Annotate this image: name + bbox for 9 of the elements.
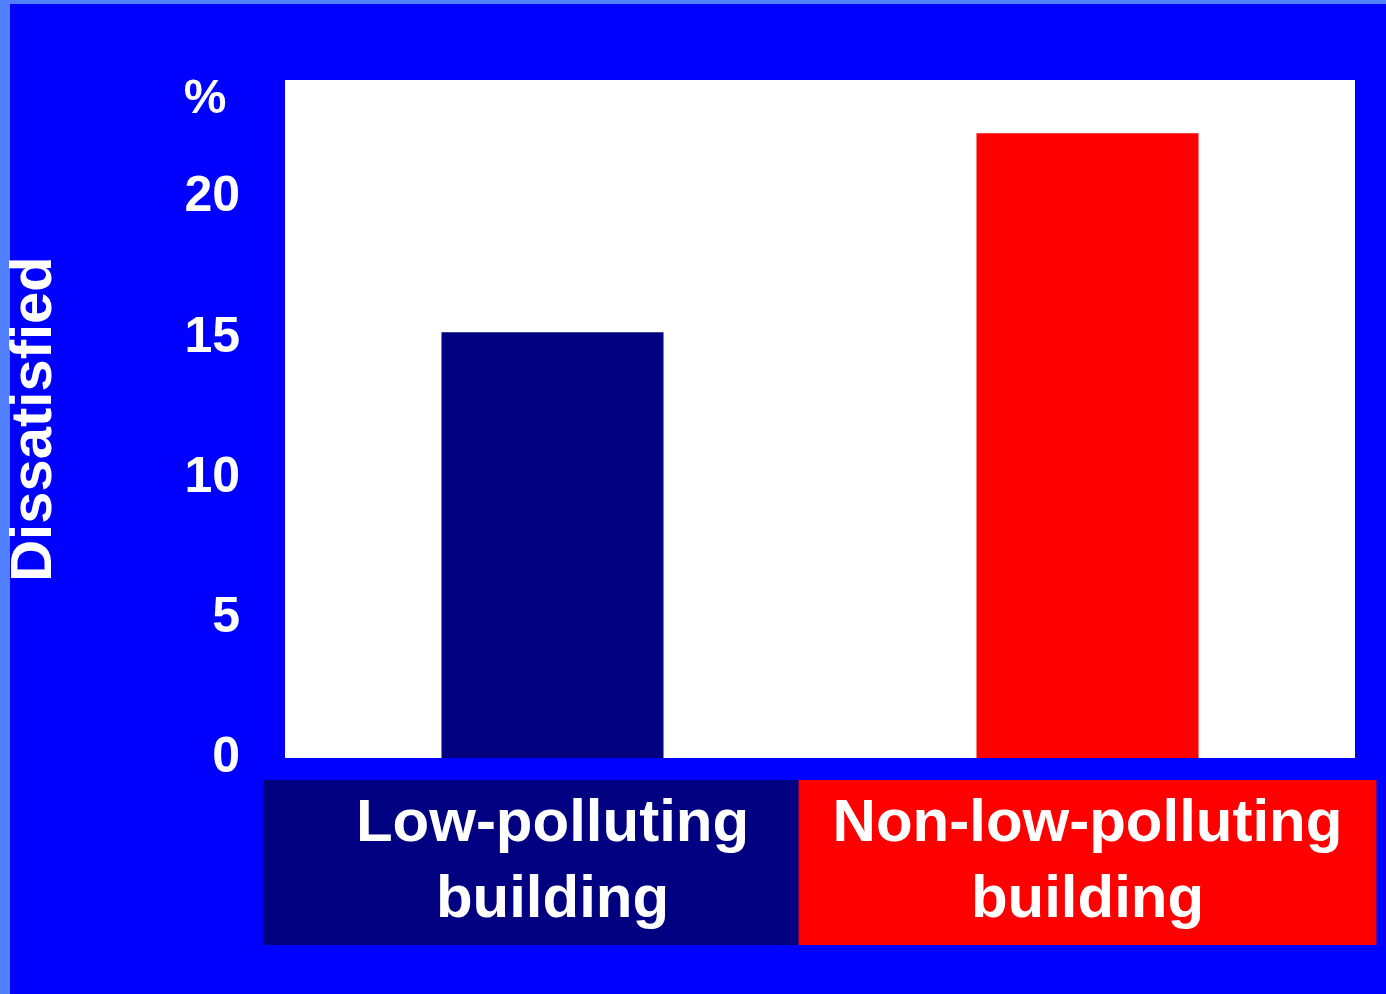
y-tick-label: 10 <box>184 446 240 503</box>
y-axis-title: Dissatisfied <box>0 256 63 582</box>
text: % <box>183 70 227 124</box>
x-tick-label: Low-polluting building <box>355 787 750 931</box>
y-tick-label: 15 <box>184 306 240 363</box>
x-tick-label: Non-low-polluting building <box>832 787 1343 931</box>
y-tick-label: 0 <box>212 726 240 783</box>
y-tick-label: 5 <box>212 586 240 643</box>
y-tick-label: 20 <box>184 166 240 223</box>
